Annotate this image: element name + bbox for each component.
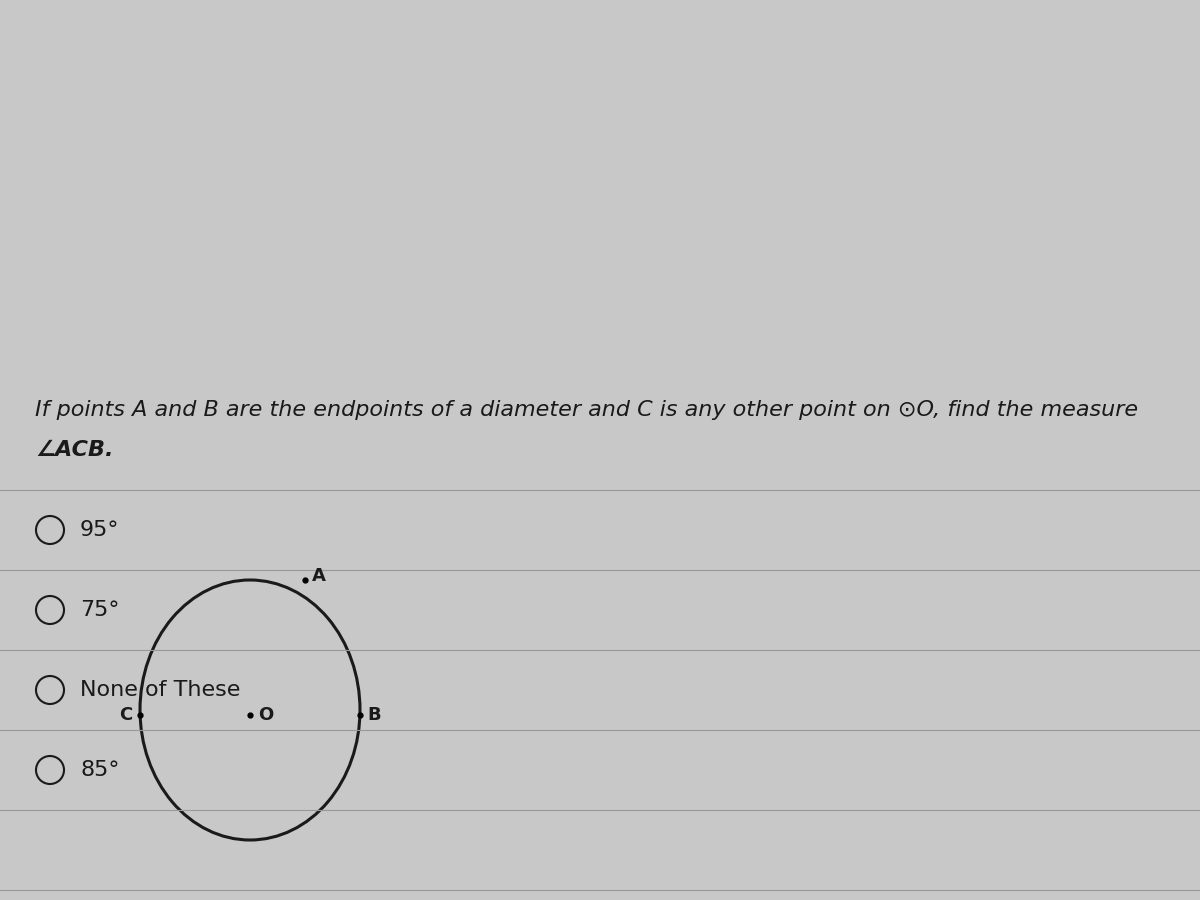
Text: ∠ACB.: ∠ACB. xyxy=(35,440,114,460)
Text: None of These: None of These xyxy=(80,680,240,700)
Text: 95°: 95° xyxy=(80,520,120,540)
Text: 75°: 75° xyxy=(80,600,120,620)
Text: B: B xyxy=(367,706,380,724)
Text: If points A and B are the endpoints of a diameter and C is any other point on ⊙O: If points A and B are the endpoints of a… xyxy=(35,400,1138,420)
Text: 85°: 85° xyxy=(80,760,120,780)
Text: O: O xyxy=(258,706,274,724)
Text: C: C xyxy=(119,706,133,724)
Text: A: A xyxy=(312,567,326,585)
